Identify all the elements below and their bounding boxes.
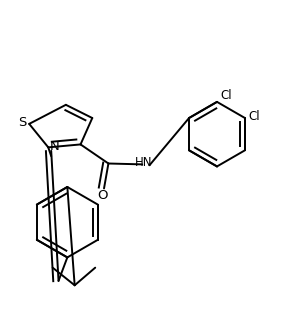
Text: Cl: Cl	[248, 110, 260, 123]
Text: S: S	[18, 116, 26, 129]
Text: N: N	[49, 140, 59, 153]
Text: Cl: Cl	[220, 89, 231, 102]
Text: O: O	[97, 189, 108, 202]
Text: HN: HN	[135, 156, 152, 169]
